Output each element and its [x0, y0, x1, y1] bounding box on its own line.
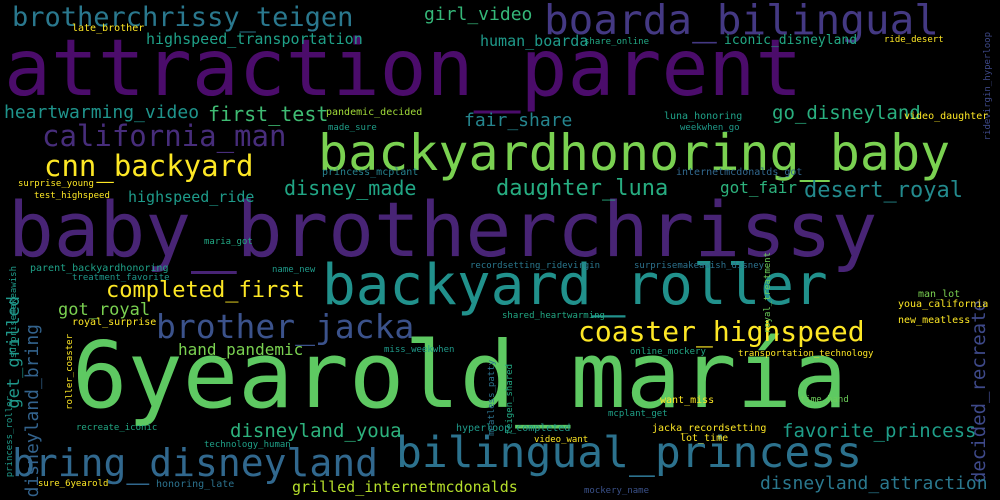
word: new_meatless: [898, 315, 971, 326]
word: fair_share: [464, 110, 573, 131]
word: share_online: [584, 37, 650, 47]
word: sure_6yearold: [38, 479, 109, 489]
word: cnn_backyard: [44, 149, 254, 183]
word: girl_video: [424, 4, 533, 25]
word: backyard_roller: [322, 253, 828, 318]
word: coaster_highspeed: [578, 315, 865, 348]
word: brotherchrissy_teigen: [12, 2, 354, 33]
word: transportation_technology: [738, 349, 874, 359]
word: online_mockery: [630, 347, 706, 357]
word: weekwhen_go: [680, 123, 740, 133]
word: baby_brotherchrissy: [8, 185, 878, 274]
word: boarda_bilingual: [544, 0, 939, 44]
word: maria_got: [204, 237, 253, 247]
word: highspeed_transportation: [146, 30, 363, 48]
word: hyperloop_completed: [456, 423, 571, 434]
word: man_lot: [918, 289, 961, 300]
word: want_miss: [660, 395, 715, 406]
word: surprise_young: [18, 179, 94, 189]
word: roller_coaster: [65, 334, 75, 410]
word: surprisemakeawish_disney: [634, 261, 765, 271]
word: internetmcdonalds_got: [676, 167, 803, 178]
word: ride_desert: [884, 35, 944, 45]
word: royal_surprise: [72, 317, 157, 328]
word: decided_recreate: [968, 300, 990, 484]
word: desert_royal: [804, 178, 963, 203]
word: pandemic_decided: [326, 107, 423, 118]
word: mockery_name: [584, 486, 650, 496]
word: go_disneyland: [772, 102, 921, 124]
word: lot_time: [680, 433, 729, 444]
word: attraction_parent: [4, 24, 803, 114]
word: made_sure: [328, 123, 377, 133]
word: disneyland_youa: [230, 420, 402, 442]
word: human_boarda: [480, 32, 589, 50]
word: princess_mcplant: [322, 167, 419, 178]
word: highspeed_ride: [128, 188, 255, 206]
word: honoring_late: [156, 479, 235, 490]
word: disneyland_attraction: [760, 473, 988, 494]
word: daughter_luna: [496, 176, 669, 201]
word: surprisemakeawish: [9, 266, 19, 359]
word: favorite_princess: [782, 420, 977, 442]
word: backyardhonoring_baby: [318, 124, 951, 182]
word: hand_pandemic: [178, 340, 304, 359]
word: technology_human: [204, 440, 291, 450]
word: disney_made: [284, 176, 417, 200]
word: miss_weekwhen: [384, 345, 455, 355]
word: late_brother: [72, 23, 145, 34]
word: recreate_iconic: [76, 423, 158, 433]
word: video_want: [534, 435, 589, 445]
word: iconic_disneyland: [724, 33, 858, 48]
word: time_hand: [800, 395, 849, 405]
word: luna_honoring: [664, 111, 743, 122]
word: video_daughter: [904, 111, 989, 122]
word: ridevirgin_hyperloop: [983, 32, 993, 141]
word: completed_first: [106, 278, 305, 303]
word: test_highspeed: [34, 191, 110, 201]
word: treatment_favorite: [72, 273, 170, 283]
word: youa_california: [898, 299, 989, 310]
word: 6yearold_maría: [72, 322, 848, 429]
word: grilled_internetmcdonalds: [292, 478, 518, 496]
word: royal_treatment: [763, 252, 773, 334]
word: parent_backyardhonoring: [30, 263, 169, 274]
word: first_test: [208, 102, 329, 126]
word: jacka_recordsetting: [652, 423, 767, 434]
word: heartwarming_video: [4, 102, 200, 123]
word: recordsetting_ridevirgin: [470, 261, 601, 271]
word: bilingual_princess: [396, 428, 862, 478]
word: california_man: [42, 119, 287, 153]
word: mcplant_get: [608, 409, 668, 419]
word: got_fair: [720, 178, 798, 197]
word: princess_roller: [5, 396, 15, 478]
word: got_royal: [58, 300, 151, 320]
word: brother_jacka: [156, 307, 415, 346]
word: name_new: [272, 265, 316, 275]
word: bring_disneyland: [12, 441, 379, 485]
word: disneyland_bring: [22, 324, 43, 498]
word: shared_heartwarming: [502, 311, 605, 321]
